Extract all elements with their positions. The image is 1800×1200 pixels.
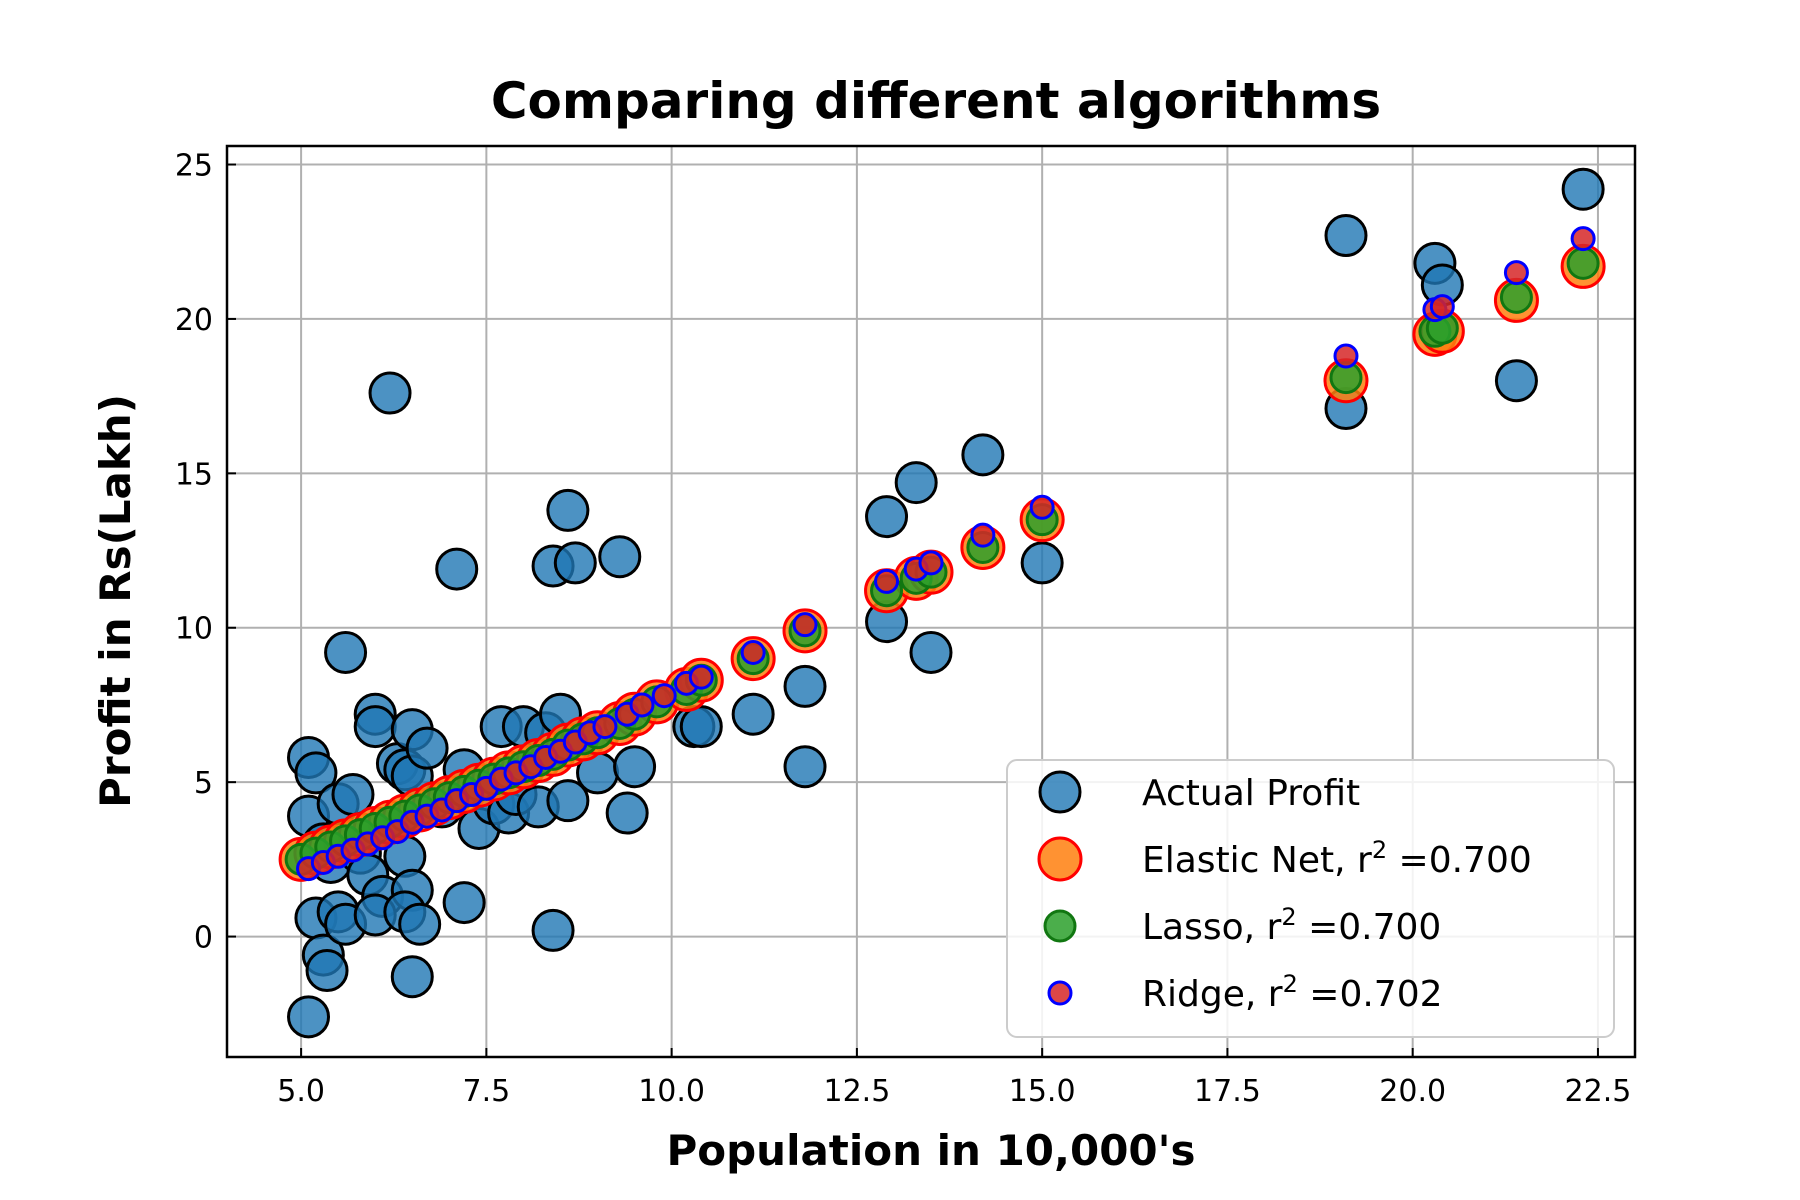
data-point [1324, 214, 1368, 258]
data-point [1566, 246, 1600, 280]
y-tick-label: 10 [175, 612, 213, 647]
data-point [324, 630, 368, 674]
legend-marker [1047, 980, 1073, 1006]
data-point [1503, 260, 1529, 286]
legend-label: Lasso, r2 =0.700 [1142, 903, 1441, 948]
legend-marker [1043, 909, 1077, 943]
data-point [390, 955, 434, 999]
grid [227, 146, 1635, 1057]
x-tick-label: 12.5 [823, 1074, 890, 1109]
data-point [688, 664, 714, 690]
x-tick-label: 15.0 [1009, 1074, 1076, 1109]
series-3 [296, 226, 1596, 882]
data-point [1333, 343, 1359, 369]
data-point [294, 751, 338, 795]
data-point [740, 639, 766, 665]
data-point [731, 692, 775, 736]
data-point [405, 726, 449, 770]
data-point [1020, 541, 1064, 585]
x-tick-label: 17.5 [1194, 1074, 1261, 1109]
x-tick-label: 7.5 [463, 1074, 511, 1109]
legend-label: Elastic Net, r2 =0.700 [1142, 836, 1532, 881]
data-point [1561, 167, 1605, 211]
data-point [553, 541, 597, 585]
data-point [679, 705, 723, 749]
data-point [783, 745, 827, 789]
data-point [442, 881, 486, 925]
data-point [1570, 226, 1596, 252]
legend-box [1006, 759, 1615, 1038]
y-tick-label: 25 [175, 149, 213, 184]
data-point [305, 949, 349, 993]
x-tick-label: 5.0 [277, 1074, 325, 1109]
data-point [792, 612, 818, 638]
data-point [961, 433, 1005, 477]
data-point [894, 461, 938, 505]
data-point [865, 495, 909, 539]
data-point [598, 535, 642, 579]
data-point [1429, 294, 1455, 320]
plot-area [278, 167, 1606, 1039]
data-point [909, 630, 953, 674]
data-point [435, 547, 479, 591]
data-point [546, 488, 590, 532]
y-tick-label: 5 [194, 766, 213, 801]
data-point [531, 908, 575, 952]
data-point [1029, 494, 1055, 520]
legend-label: Ridge, r2 =0.702 [1142, 970, 1443, 1015]
data-point [874, 568, 900, 594]
data-point [613, 745, 657, 789]
x-tick-label: 22.5 [1565, 1074, 1632, 1109]
x-tick-label: 10.0 [638, 1074, 705, 1109]
data-point [398, 902, 442, 946]
legend: Actual Profit Elastic Net, r2 =0.700 Lasso… [1006, 759, 1615, 1038]
y-tick-label: 0 [194, 921, 213, 956]
data-point [629, 692, 655, 718]
data-point [287, 995, 331, 1039]
x-tick-label: 20.0 [1379, 1074, 1446, 1109]
data-point [605, 791, 649, 835]
plot-frame [225, 144, 1637, 1059]
x-axis-label: Population in 10,000's [666, 1126, 1195, 1175]
legend-marker [1038, 770, 1082, 814]
y-tick-label: 20 [175, 303, 213, 338]
data-point [1499, 280, 1533, 314]
data-point [546, 779, 590, 823]
axis-ticks: 5.0 7.5 10.0 12.5 15.0 17.5 20.0 22.5 0 5 10 15 20 25 [175, 149, 1632, 1109]
legend-marker [1037, 836, 1083, 882]
y-axis-label: Profit in Rs(Lakh) [91, 394, 140, 808]
data-point [651, 683, 677, 709]
y-tick-label: 15 [175, 457, 213, 492]
data-point [970, 522, 996, 548]
data-point [783, 664, 827, 708]
data-point [353, 705, 397, 749]
data-point [592, 714, 618, 740]
data-point [1494, 359, 1538, 403]
chart-title: Comparing different algorithms [491, 72, 1381, 130]
data-point [368, 371, 412, 415]
legend-label: Actual Profit [1142, 773, 1360, 814]
data-point [918, 550, 944, 576]
